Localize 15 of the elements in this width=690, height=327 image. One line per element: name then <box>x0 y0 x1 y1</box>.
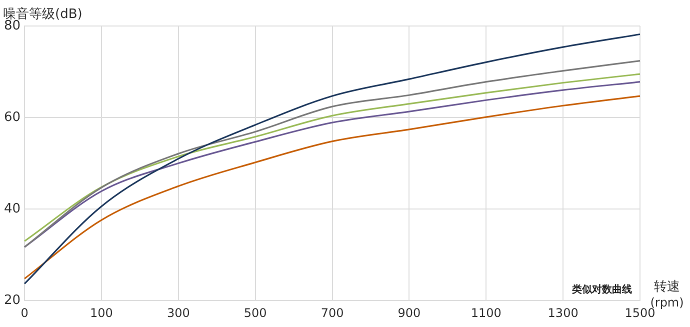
x-tick-label: 1100 <box>470 306 502 320</box>
annotation: 类似对数曲线 <box>571 284 632 296</box>
x-tick-label: 1300 <box>548 306 578 320</box>
y-tick-label: 20 <box>4 292 21 308</box>
y-tick-label: 80 <box>4 18 21 34</box>
x-tick-label: 900 <box>398 306 421 320</box>
y-tick-label: 60 <box>4 110 21 125</box>
x-tick-label: 100 <box>90 306 113 320</box>
x-tick-label: 500 <box>244 306 267 320</box>
x-tick-label: 300 <box>166 306 190 320</box>
x-tick-label: 0 <box>20 306 28 320</box>
line-series <box>24 33 641 284</box>
x-tick-label: 700 <box>320 306 344 320</box>
line-series <box>24 95 641 280</box>
y-tick-label: 40 <box>4 201 21 216</box>
